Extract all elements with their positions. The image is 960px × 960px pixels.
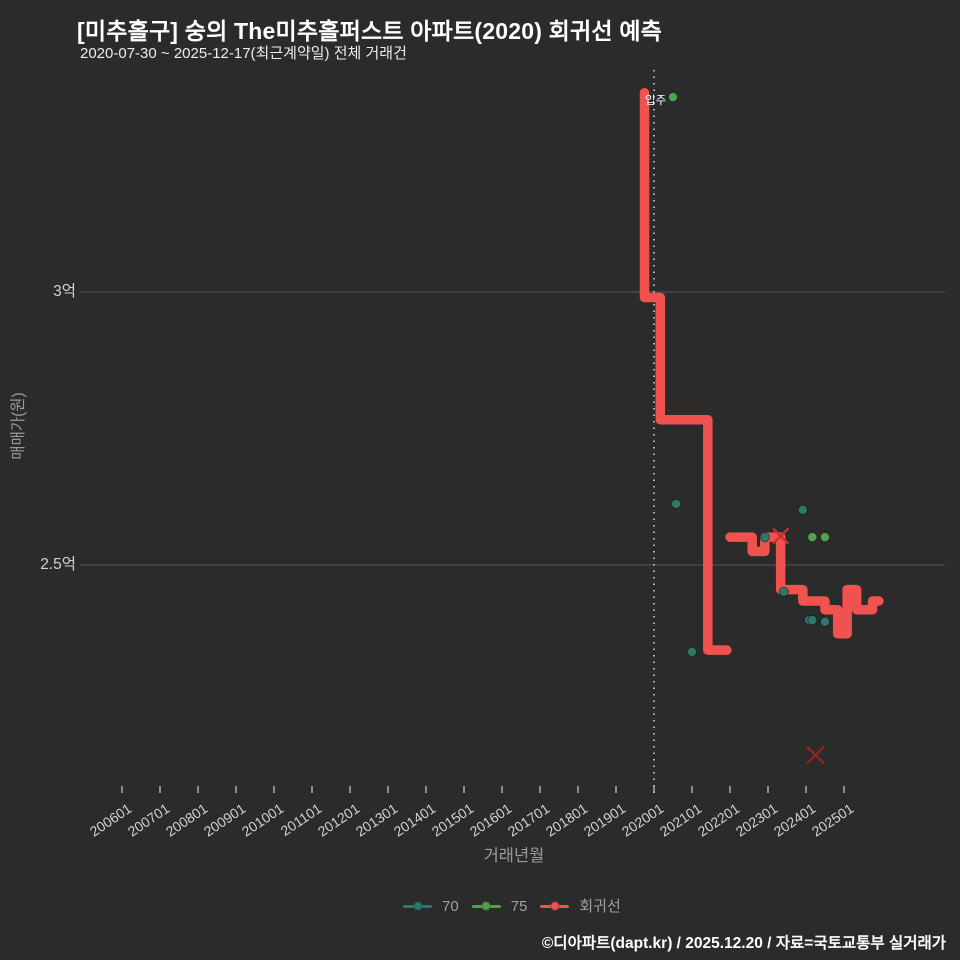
chart-subtitle: 2020-07-30 ~ 2025-12-17(최근계약일) 전체 거래건 bbox=[80, 45, 407, 62]
scatter-point-70 bbox=[686, 646, 698, 657]
legend-dot-icon bbox=[413, 901, 422, 911]
scatter-point-70 bbox=[778, 586, 789, 597]
copyright-credit: ©디아파트(dapt.kr) / 2025.12.20 / 자료=국토교통부 실… bbox=[541, 935, 946, 952]
y-tick-label: 2.5억 bbox=[40, 556, 76, 573]
legend-item-label: 회귀선 bbox=[579, 897, 621, 915]
y-tick-label: 3억 bbox=[53, 283, 76, 300]
scatter-point-70 bbox=[759, 532, 770, 543]
legend: 70 75 회귀선 bbox=[403, 896, 621, 916]
chart-title: [미추홀구] 숭의 The미추홀퍼스트 아파트(2020) 회귀선 예측 bbox=[77, 18, 663, 44]
legend-marker-icon bbox=[540, 901, 570, 911]
outlier-x-marker bbox=[772, 527, 789, 545]
scatter-point-70 bbox=[807, 615, 818, 626]
legend-item-회귀선: 회귀선 bbox=[540, 897, 621, 915]
x-axis-label: 거래년월 bbox=[483, 847, 545, 865]
legend-marker-icon bbox=[471, 901, 501, 911]
regression-line-segment bbox=[639, 87, 732, 655]
scatter-point-70 bbox=[671, 498, 682, 509]
y-axis-label: 매매가(원) bbox=[10, 392, 27, 460]
legend-item-label: 70 bbox=[442, 897, 459, 915]
legend-item-75: 75 bbox=[471, 897, 528, 915]
scatter-point-70 bbox=[819, 616, 831, 627]
legend-marker-icon bbox=[403, 901, 432, 911]
legend-dot-icon bbox=[481, 901, 491, 911]
outlier-x-marker bbox=[806, 745, 825, 765]
legend-item-label: 75 bbox=[510, 897, 528, 915]
scatter-point-75 bbox=[819, 532, 831, 543]
move-in-annotation-label: 입주 bbox=[645, 95, 667, 107]
legend-item-70: 70 bbox=[403, 899, 459, 914]
scatter-point-70 bbox=[797, 504, 808, 515]
scatter-point-75 bbox=[667, 91, 679, 103]
regression-line-segment bbox=[725, 532, 884, 639]
legend-dot-icon bbox=[550, 901, 560, 911]
scatter-point-75 bbox=[807, 532, 818, 543]
